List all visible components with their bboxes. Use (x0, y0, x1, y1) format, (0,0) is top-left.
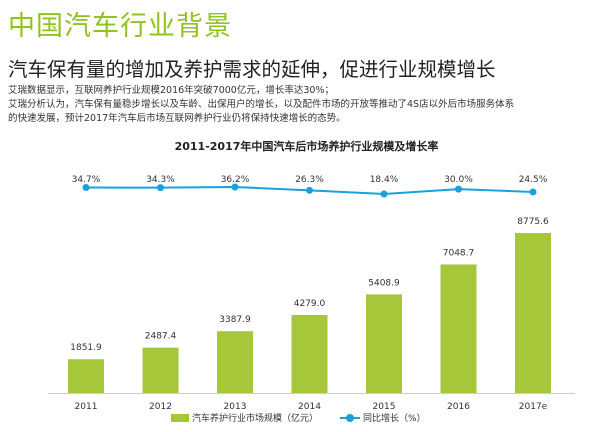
growth-value-label: 34.7% (72, 175, 101, 185)
bar (515, 233, 551, 393)
growth-value-label: 36.2% (221, 175, 250, 185)
bar (366, 294, 402, 393)
paragraph-line-1: 艾瑞数据显示，互联网养护行业规模2016年突破7000亿元，增长率达30%； (8, 85, 334, 96)
bar-value-label: 8775.6 (517, 217, 549, 227)
chart-title: 2011-2017年中国汽车后市场养护行业规模及增长率 (174, 140, 439, 153)
x-tick-label: 2013 (224, 402, 247, 412)
paragraph-line-2: 艾瑞分析认为，汽车保有量稳步增长以及车龄、出保用户的增长，以及配件市场的开放等推… (8, 99, 515, 110)
x-tick-label: 2012 (149, 402, 172, 412)
page-title: 中国汽车行业背景 (8, 11, 232, 42)
bar-value-label: 7048.7 (443, 248, 475, 258)
bar (217, 331, 253, 393)
bar (142, 347, 179, 393)
page-subtitle: 汽车保有量的增加及养护需求的延伸，促进行业规模增长 (8, 58, 496, 81)
x-tick-label: 2016 (447, 402, 470, 412)
bar (291, 314, 328, 393)
x-tick-label: 2015 (373, 402, 396, 412)
bar-value-label: 1851.9 (70, 343, 102, 353)
growth-value-label: 24.5% (519, 175, 548, 185)
growth-value-label: 30.0% (444, 175, 473, 185)
growth-value-label: 18.4% (370, 175, 399, 185)
paragraph-line-3: 的快速发展，预计2017年汽车后市场互联网养护行业仍将保持快速增长的态势。 (8, 113, 346, 124)
growth-point (157, 184, 164, 192)
bar-value-label: 5408.9 (368, 278, 400, 288)
growth-point (529, 188, 537, 196)
growth-point (82, 184, 90, 192)
legend-line-swatch (340, 413, 361, 422)
x-tick-label: 2011 (75, 402, 98, 412)
bar-value-label: 2487.4 (145, 332, 177, 342)
growth-point (455, 185, 462, 193)
x-tick-label: 2017e (519, 402, 548, 412)
bar-value-label: 3387.9 (219, 315, 251, 325)
legend-bar-swatch (171, 413, 189, 422)
legend-item-line: 同比增长（%） (340, 411, 426, 424)
bar (440, 264, 477, 393)
growth-point (231, 183, 239, 191)
chart-legend: 汽车养护行业市场规模（亿元） 同比增长（%） (171, 411, 448, 424)
growth-point (306, 186, 313, 194)
bar (68, 359, 104, 393)
legend-line-label: 同比增长（%） (363, 414, 426, 424)
legend-bar-label: 汽车养护行业市场规模（亿元） (192, 414, 319, 424)
growth-value-label: 34.3% (146, 175, 175, 185)
bar-value-label: 4279.0 (294, 299, 326, 309)
legend-item-bar: 汽车养护行业市场规模（亿元） (171, 411, 318, 424)
x-tick-label: 2014 (298, 402, 321, 412)
growth-value-label: 26.3% (295, 175, 324, 185)
growth-point (380, 190, 388, 198)
